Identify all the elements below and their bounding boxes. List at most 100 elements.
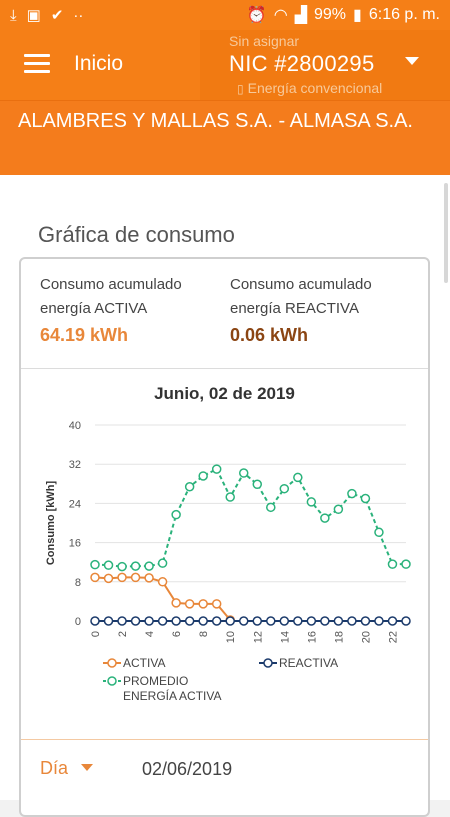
energy-type: ▯ Energía convencional [237,80,382,96]
legend-activa-label: ACTIVA [123,656,166,670]
data-point [157,558,168,568]
kpi-active-label-1: Consumo acumulado [40,276,182,293]
data-point [171,598,181,608]
data-point [130,572,141,583]
data-point [184,481,195,492]
signal-icon: ▟ [294,7,307,24]
nic-selector[interactable]: Sin asignar NIC #2800295 ▯ Energía conven… [200,30,450,100]
data-point [117,616,127,626]
data-point [306,616,317,626]
data-point [401,616,411,626]
y-tick-label: 16 [69,538,81,550]
x-tick-label: 14 [279,631,291,643]
bottom-divider [21,739,428,740]
data-point [252,479,263,490]
chevron-down-icon[interactable] [81,764,93,771]
x-tick-label: 18 [333,631,345,643]
data-point [360,616,371,626]
series-line-2 [94,467,406,568]
status-right: ⏰ ◠ ▟ 99% ▮ 6:16 p. m. [247,5,440,25]
kpi-reactive: Consumo acumulado energía REACTIVA 0.06 … [230,273,372,347]
nic-status: Sin asignar [229,33,300,49]
battery-level: 99% [314,6,347,23]
y-tick-label: 0 [75,616,81,628]
kpi-reactive-label-2: energía REACTIVA [230,300,359,317]
x-tick-label: 0 [90,631,102,637]
data-point [225,492,235,502]
check-icon: ✔ [50,7,64,24]
image-icon: ▣ [26,7,41,24]
data-point [90,572,100,583]
legend-promedio-label-2: ENERGÍA ACTIVA [123,689,222,703]
consumption-card: Consumo acumulado energía ACTIVA 64.19 k… [19,257,430,817]
legend-reactiva-marker [259,658,277,668]
legend-activa-marker [103,658,121,668]
divider [21,368,428,369]
data-point [171,616,181,626]
data-point [347,616,357,626]
battery-icon: ▮ [353,7,362,24]
legend-promedio-marker [103,676,121,686]
data-point [279,616,290,626]
data-point [117,572,127,583]
kpi-active-label-2: energía ACTIVA [40,300,148,317]
status-bar: ⤓ ▣ ✔ ·· ⏰ ◠ ▟ 99% ▮ 6:16 p. m. [0,0,450,30]
main-content[interactable]: Gráfica de consumo Consumo acumulado ene… [0,175,450,817]
data-point [184,616,195,626]
data-point [144,561,154,571]
data-point [90,559,100,570]
x-tick-label: 8 [198,631,210,637]
range-selector[interactable]: Día [40,758,69,778]
data-point [157,616,168,626]
data-point [279,483,290,494]
chevron-down-icon[interactable] [405,57,419,65]
scrollbar[interactable] [444,183,448,283]
data-point [293,472,303,483]
meter-icon: ▯ [237,82,244,96]
data-point [320,513,330,523]
data-point [360,493,371,504]
data-point [171,509,181,520]
menu-icon[interactable] [24,54,50,76]
data-point [198,471,208,481]
chart-title: Junio, 02 de 2019 [154,384,295,403]
kpi-reactive-value: 0.06 kWh [230,325,309,345]
section-title: Gráfica de consumo [38,222,235,247]
y-tick-label: 40 [69,420,81,432]
app-title: Inicio [74,52,124,75]
data-point [211,599,222,609]
data-point [130,616,141,626]
data-point [266,616,276,626]
kpi-active-value: 64.19 kWh [40,325,129,345]
wifi-icon: ◠ [273,7,288,24]
data-point [401,559,411,569]
status-left: ⤓ ▣ ✔ ·· [10,6,83,25]
data-point [306,497,317,507]
data-point [347,488,357,499]
data-point [130,561,141,571]
x-tick-label: 10 [225,631,237,643]
data-point [103,560,114,570]
company-name: ALAMBRES Y MALLAS S.A. - ALMASA S.A. [0,100,450,175]
date-field[interactable]: 02/06/2019 [142,759,233,779]
data-point [252,616,263,626]
y-tick-label: 24 [69,498,81,510]
y-tick-label: 32 [69,459,81,471]
x-tick-label: 22 [387,631,399,643]
x-tick-label: 16 [306,631,318,643]
data-point [374,527,384,538]
data-point [266,502,276,513]
data-point [238,468,249,478]
data-point [144,573,154,583]
data-point [238,616,249,626]
data-point [374,616,384,626]
nic-number[interactable]: NIC #2800295 [229,51,375,76]
x-tick-label: 4 [144,631,156,637]
data-point [211,616,222,626]
data-point [320,616,330,626]
x-tick-label: 12 [252,631,264,643]
data-point [117,561,127,572]
data-point [184,599,195,609]
data-point [198,616,208,626]
